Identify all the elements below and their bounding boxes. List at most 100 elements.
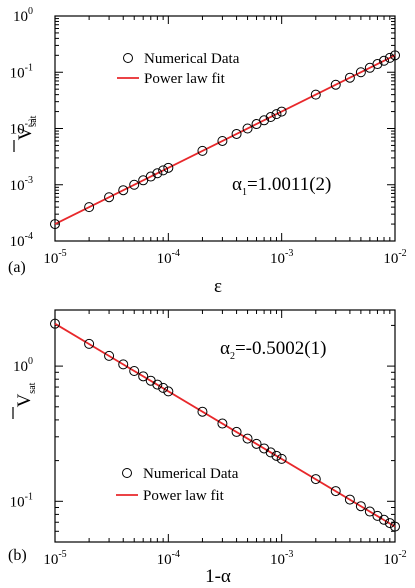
- data-point: [265, 447, 276, 458]
- legend: Numerical Data Power law fit: [116, 466, 239, 504]
- x-tick-label: 10-5: [43, 549, 66, 568]
- tick-labels: 10-5 10-4 10-3 10-2 10-4 10-3 10-2 10-1 100: [10, 6, 407, 267]
- x-tick-label: 10-4: [157, 248, 180, 267]
- data-point: [379, 514, 390, 525]
- data-point: [152, 168, 163, 179]
- data-point: [118, 359, 129, 370]
- data-point: [379, 55, 390, 66]
- data-point: [344, 494, 355, 505]
- data-point: [271, 450, 282, 461]
- annotation-sub: 2: [230, 351, 235, 362]
- data-point: [242, 433, 253, 444]
- data-point: [271, 109, 282, 120]
- data-point: [231, 128, 242, 139]
- data-point: [84, 338, 95, 349]
- y-axis-label: Vsat: [13, 115, 39, 152]
- panel-label-b: (b): [8, 547, 27, 564]
- plot-frame: [54, 15, 396, 242]
- data-point: [138, 371, 149, 382]
- exponent-annotation: α2=-0.5002(1): [220, 338, 326, 362]
- axis-ticks: [54, 15, 396, 242]
- data-point: [330, 486, 341, 497]
- data-point: [217, 135, 228, 146]
- tick-labels: 10-5 10-4 10-3 10-2 10-1 100: [10, 356, 407, 568]
- y-tick-label: 10-2: [10, 119, 33, 138]
- y-tick-label: 10-4: [10, 231, 33, 250]
- y-axis-label-sub: sat: [27, 382, 38, 393]
- data-point: [276, 106, 287, 117]
- data-point: [259, 115, 270, 126]
- data-point: [310, 474, 321, 485]
- panel-label-a: (a): [8, 259, 26, 276]
- data-point: [163, 162, 174, 173]
- y-tick-label: 10-3: [10, 175, 33, 194]
- y-axis-label-sub: sat: [28, 115, 39, 126]
- data-point: [310, 89, 321, 100]
- data-point: [265, 112, 276, 123]
- annotation-sub: 1: [242, 187, 247, 198]
- data-point: [197, 406, 208, 417]
- x-tick-label: 10-2: [383, 549, 406, 568]
- data-points: [50, 318, 400, 532]
- fit-line: [54, 322, 396, 528]
- data-points: [50, 50, 400, 230]
- legend-marker-circle: [122, 468, 132, 478]
- y-axis-label: Vsat: [12, 382, 38, 419]
- annotation-greek: α: [232, 174, 242, 195]
- data-point: [104, 192, 115, 203]
- data-point: [158, 382, 169, 393]
- data-point: [390, 521, 400, 532]
- data-point: [217, 418, 228, 429]
- annotation-value: =-0.5002(1): [235, 338, 326, 359]
- data-point: [330, 79, 341, 90]
- legend: Numerical Data Power law fit: [117, 51, 240, 87]
- data-point: [231, 426, 242, 437]
- legend-marker-circle: [123, 53, 133, 63]
- data-point: [118, 185, 129, 196]
- data-point: [344, 72, 355, 83]
- data-point: [50, 318, 60, 329]
- data-point: [384, 52, 395, 63]
- x-tick-label: 10-2: [383, 248, 406, 267]
- x-tick-label: 10-3: [270, 549, 293, 568]
- data-point: [129, 179, 140, 190]
- y-axis-label-base: V: [14, 393, 35, 407]
- plot-frame: [54, 309, 396, 543]
- legend-label-fit: Power law fit: [143, 488, 225, 504]
- fit-line: [54, 54, 396, 225]
- annotation-value: =1.0011(2): [247, 174, 331, 195]
- data-point: [163, 386, 174, 397]
- data-point: [145, 171, 156, 182]
- data-point: [251, 438, 262, 449]
- data-point: [384, 518, 395, 529]
- data-point: [242, 123, 253, 134]
- data-point: [276, 453, 287, 464]
- svg-text:Vsat: Vsat: [14, 382, 38, 407]
- x-tick-label: 10-5: [43, 248, 66, 267]
- data-point: [158, 165, 169, 176]
- data-point: [152, 379, 163, 390]
- data-point: [355, 67, 366, 78]
- panel-a: 10-5 10-4 10-3 10-2 10-4 10-3 10-2 10-1 100 Nume…: [8, 6, 407, 297]
- y-tick-label: 100: [13, 356, 33, 375]
- x-axis-label: 1-α: [205, 566, 231, 587]
- legend-label-data: Numerical Data: [143, 466, 239, 482]
- data-point: [372, 59, 383, 70]
- exponent-annotation: α1=1.0011(2): [232, 174, 331, 198]
- data-point: [129, 365, 140, 376]
- data-point: [84, 202, 95, 213]
- x-axis-label: ε: [214, 276, 222, 297]
- panel-b: 10-5 10-4 10-3 10-2 10-1 100 Numerical Data P…: [8, 309, 407, 587]
- legend-label-data: Numerical Data: [144, 51, 240, 67]
- y-tick-label: 10-1: [10, 491, 33, 510]
- annotation-greek: α: [220, 338, 230, 359]
- x-tick-label: 10-4: [157, 549, 180, 568]
- data-point: [364, 506, 375, 517]
- y-tick-label: 100: [13, 6, 33, 25]
- data-point: [104, 350, 115, 361]
- data-point: [355, 501, 366, 512]
- axis-ticks: [54, 310, 396, 543]
- y-axis-label-base: V: [15, 126, 36, 140]
- data-point: [50, 219, 60, 230]
